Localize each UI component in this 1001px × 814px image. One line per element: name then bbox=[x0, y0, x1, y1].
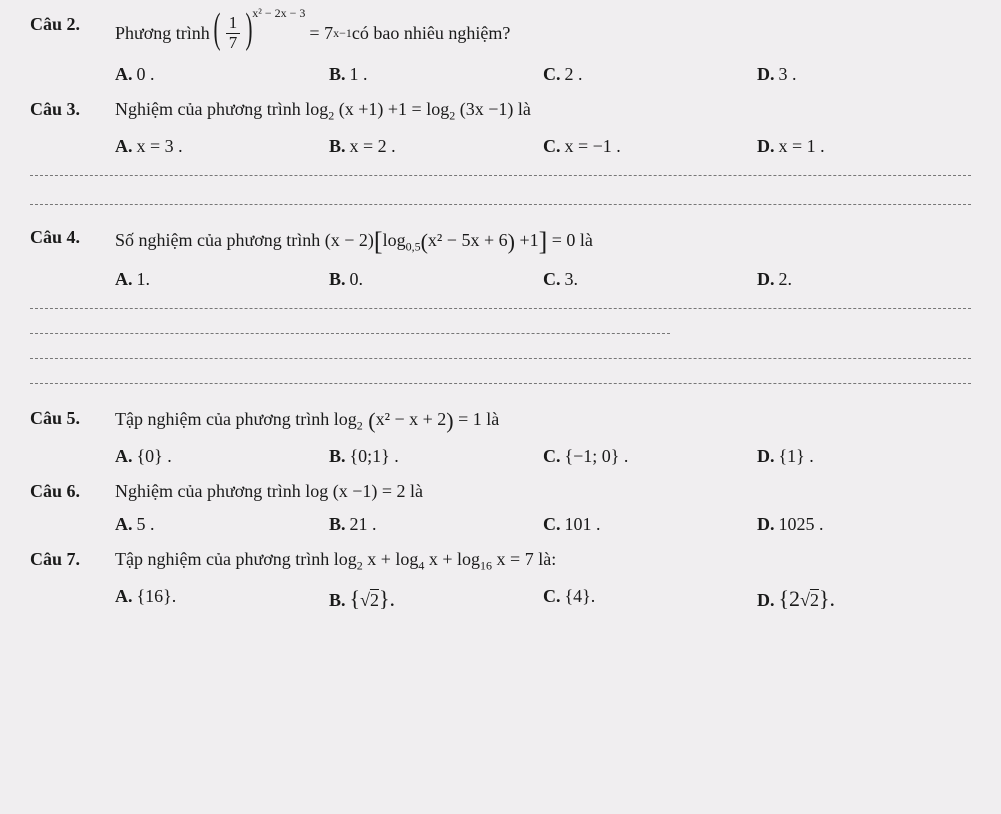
q7-optA: A.{16}. bbox=[115, 586, 329, 612]
question-2: Câu 2. Phương trình ( 1 7 ) x² − 2x − 3 … bbox=[30, 14, 971, 52]
q3-optA: A.x = 3 . bbox=[115, 136, 329, 157]
q7-optD: D.{2√2}. bbox=[757, 586, 971, 612]
q2-optD: D.3 . bbox=[757, 64, 971, 85]
q6-optD: D.1025 . bbox=[757, 514, 971, 535]
q2-text: Phương trình ( 1 7 ) x² − 2x − 3 = 7x−1 … bbox=[115, 14, 971, 52]
q7-label: Câu 7. bbox=[30, 549, 115, 570]
q2-options: A.0 . B.1 . C.2 . D.3 . bbox=[30, 64, 971, 85]
rbracket-icon: ] bbox=[539, 227, 548, 256]
q5-text: Tập nghiệm của phương trình log2 (x² − x… bbox=[115, 408, 971, 434]
question-7: Câu 7. Tập nghiệm của phương trình log2 … bbox=[30, 549, 971, 574]
dashed-line bbox=[30, 333, 670, 334]
rparen-icon: ) bbox=[508, 229, 515, 254]
dashed-line bbox=[30, 204, 971, 205]
q7-optC: C.{4}. bbox=[543, 586, 757, 612]
lparen-icon: ( bbox=[363, 408, 376, 433]
lbracket-icon: [ bbox=[374, 227, 383, 256]
q3-label: Câu 3. bbox=[30, 99, 115, 120]
q6-options: A.5 . B.21 . C.101 . D.1025 . bbox=[30, 514, 971, 535]
q4-optD: D.2. bbox=[757, 269, 971, 290]
q2-optC: C.2 . bbox=[543, 64, 757, 85]
q2-suffix: có bao nhiêu nghiệm? bbox=[352, 23, 510, 44]
dashed-line bbox=[30, 358, 971, 359]
q7-optB: B.{√2}. bbox=[329, 586, 543, 612]
dashed-line bbox=[30, 175, 971, 176]
lparen-icon: ( bbox=[421, 229, 428, 254]
question-3: Câu 3. Nghiệm của phương trình log2 (x +… bbox=[30, 99, 971, 124]
q6-optA: A.5 . bbox=[115, 514, 329, 535]
q4-optA: A.1. bbox=[115, 269, 329, 290]
q5-optC: C.{−1; 0} . bbox=[543, 446, 757, 467]
dashed-line bbox=[30, 383, 971, 384]
q5-optB: B.{0;1} . bbox=[329, 446, 543, 467]
q5-optA: A.{0} . bbox=[115, 446, 329, 467]
q2-prefix: Phương trình bbox=[115, 23, 210, 44]
q7-text: Tập nghiệm của phương trình log2 x + log… bbox=[115, 549, 971, 574]
q3-text: Nghiệm của phương trình log2 (x +1) +1 =… bbox=[115, 99, 971, 124]
q5-label: Câu 5. bbox=[30, 408, 115, 429]
q5-optD: D.{1} . bbox=[757, 446, 971, 467]
q4-optB: B.0. bbox=[329, 269, 543, 290]
q3-optD: D.x = 1 . bbox=[757, 136, 971, 157]
q4-options: A.1. B.0. C.3. D.2. bbox=[30, 269, 971, 290]
q3-optC: C.x = −1 . bbox=[543, 136, 757, 157]
q4-optC: C.3. bbox=[543, 269, 757, 290]
q4-text: Số nghiệm của phương trình (x − 2)[log0,… bbox=[115, 227, 971, 257]
question-5: Câu 5. Tập nghiệm của phương trình log2 … bbox=[30, 408, 971, 434]
q3-options: A.x = 3 . B.x = 2 . C.x = −1 . D.x = 1 . bbox=[30, 136, 971, 157]
q6-optC: C.101 . bbox=[543, 514, 757, 535]
q6-text: Nghiệm của phương trình log (x −1) = 2 l… bbox=[115, 481, 971, 502]
q6-optB: B.21 . bbox=[329, 514, 543, 535]
q2-eqright: = 7 bbox=[309, 23, 333, 44]
question-6: Câu 6. Nghiệm của phương trình log (x −1… bbox=[30, 481, 971, 502]
q4-label: Câu 4. bbox=[30, 227, 115, 248]
q2-optB: B.1 . bbox=[329, 64, 543, 85]
q6-label: Câu 6. bbox=[30, 481, 115, 502]
q7-options: A.{16}. B.{√2}. C.{4}. D.{2√2}. bbox=[30, 586, 971, 612]
rparen-icon: ) bbox=[446, 408, 453, 433]
fraction: 1 7 bbox=[226, 14, 241, 52]
q3-optB: B.x = 2 . bbox=[329, 136, 543, 157]
lparen-icon: ( bbox=[213, 13, 220, 47]
q5-options: A.{0} . B.{0;1} . C.{−1; 0} . D.{1} . bbox=[30, 446, 971, 467]
q2-optA: A.0 . bbox=[115, 64, 329, 85]
question-4: Câu 4. Số nghiệm của phương trình (x − 2… bbox=[30, 227, 971, 257]
q2-label: Câu 2. bbox=[30, 14, 115, 35]
dashed-line bbox=[30, 308, 971, 309]
q2-exponent: x² − 2x − 3 bbox=[252, 6, 305, 21]
q2-eqright-sup: x−1 bbox=[333, 26, 352, 41]
